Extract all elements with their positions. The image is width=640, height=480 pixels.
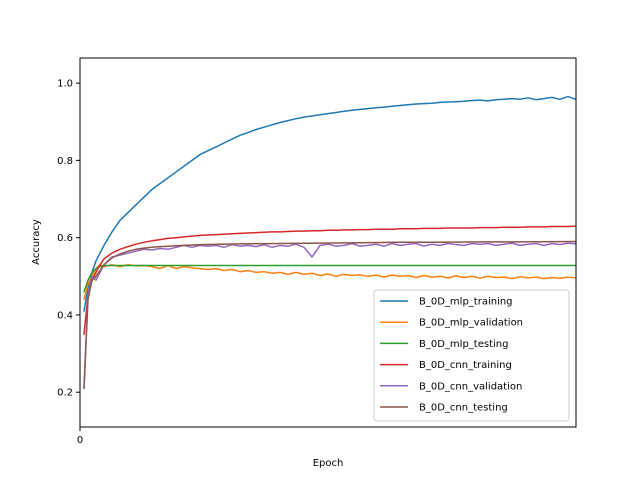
y-axis: 0.2 0.4 0.6 0.8 1.0 [57,79,80,399]
series-line-3 [83,225,577,336]
legend: B_0D_mlp_training B_0D_mlp_validation B_0D… [373,289,570,422]
y-tick-label: 0.2 [57,388,73,399]
legend-label-2: B_0D_mlp_testing [419,339,508,350]
y-tick-label: 0.8 [57,156,73,167]
legend-label-0: B_0D_mlp_training [419,297,513,308]
legend-box [373,289,570,422]
legend-label-4: B_0D_cnn_validation [419,381,522,392]
y-tick-label: 0.4 [57,310,73,321]
x-axis-title: Epoch [313,458,344,469]
y-tick-label: 0.6 [57,233,73,244]
legend-label-5: B_0D_cnn_testing [419,403,508,414]
legend-label-1: B_0D_mlp_validation [419,318,523,329]
y-axis-title: Accuracy [31,219,42,265]
series-line-5 [83,240,577,390]
x-axis: 0 [77,427,83,446]
plot-frame [79,57,577,428]
series-line-4 [83,242,577,390]
series-line-0 [83,95,577,312]
legend-label-3: B_0D_cnn_training [419,360,512,371]
y-tick-label: 1.0 [57,79,73,90]
x-tick-label: 0 [77,435,83,446]
plot-lines [83,95,577,390]
